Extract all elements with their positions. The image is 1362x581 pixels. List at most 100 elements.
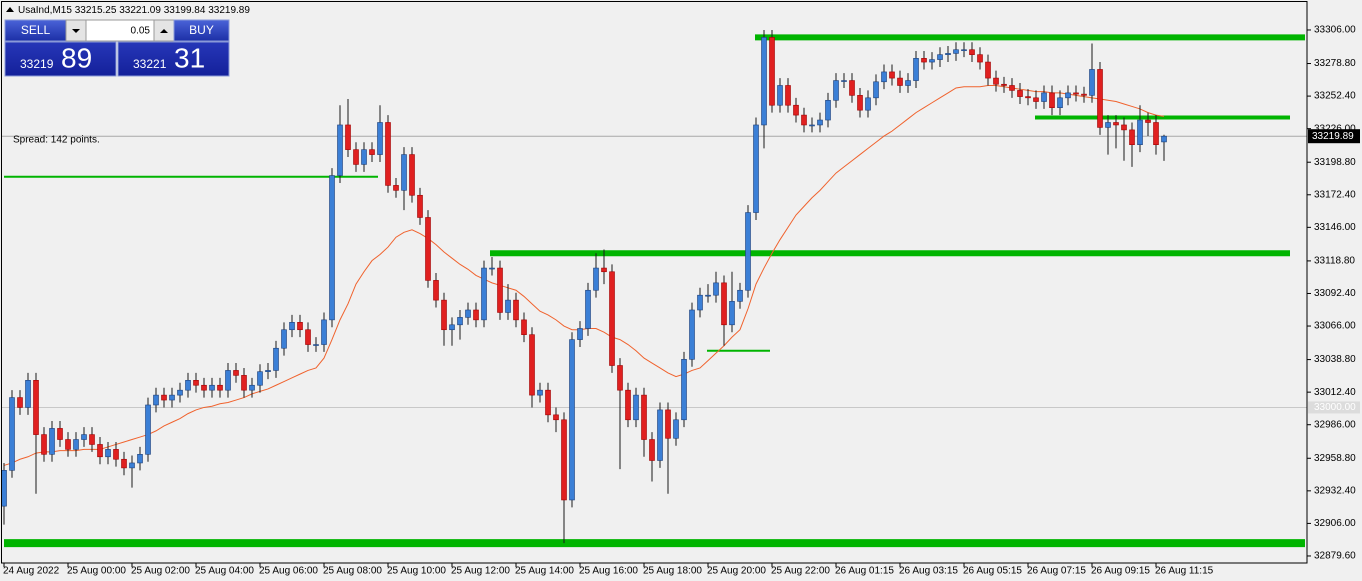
candle-body-down xyxy=(1081,93,1087,96)
candle-body-up xyxy=(1041,92,1047,102)
candle-body-down xyxy=(17,397,23,408)
candle-body-up xyxy=(49,428,55,455)
plot-area xyxy=(1,29,1307,548)
candle-body-up xyxy=(361,149,367,165)
candle-body-up xyxy=(809,124,815,127)
candle-body-down xyxy=(529,334,535,396)
candle-body-up xyxy=(1,470,7,507)
x-tick-label: 25 Aug 16:00 xyxy=(579,566,638,577)
candle-body-up xyxy=(737,289,743,302)
plot-frame xyxy=(1,1,1308,564)
y-tick-label: 32906.00 xyxy=(1314,518,1356,529)
header-open: 33215.25 xyxy=(75,5,117,16)
reference-label: 33000.00 xyxy=(1314,402,1356,413)
candle-body-up xyxy=(905,80,911,86)
candle-body-down xyxy=(393,185,399,191)
bid-main[interactable]: 33219 xyxy=(20,57,54,71)
candle-body-down xyxy=(497,267,503,313)
candle-body-down xyxy=(241,375,247,391)
candle-body-up xyxy=(537,389,543,396)
x-tick-label: 25 Aug 02:00 xyxy=(131,566,190,577)
candle-body-up xyxy=(105,449,111,458)
collapse-icon[interactable] xyxy=(6,7,14,12)
candle-body-up xyxy=(25,380,31,408)
chart-header: UsaInd,M15 33215.25 33221.09 33199.84 33… xyxy=(18,5,250,16)
x-tick-label: 26 Aug 09:15 xyxy=(1091,566,1150,577)
candle-body-up xyxy=(145,404,151,455)
x-tick-label: 26 Aug 01:15 xyxy=(835,566,894,577)
candle-body-up xyxy=(449,324,455,331)
ask-pips[interactable]: 31 xyxy=(174,42,205,73)
candle-body-up xyxy=(1057,97,1063,108)
candle-body-up xyxy=(337,124,343,176)
candle-body-up xyxy=(249,384,255,391)
candle-body-up xyxy=(929,59,935,63)
candle-body-down xyxy=(369,149,375,155)
candle-body-down xyxy=(433,280,439,301)
x-tick-label: 26 Aug 03:15 xyxy=(899,566,958,577)
candle-body-up xyxy=(281,329,287,349)
candle-body-up xyxy=(1161,135,1167,143)
candle-body-up xyxy=(321,319,327,345)
candle-body-down xyxy=(1097,69,1103,128)
candle-body-down xyxy=(1121,124,1127,131)
moving-average-line xyxy=(3,84,1165,466)
candle-body-down xyxy=(513,299,519,321)
candle-body-down xyxy=(609,271,615,366)
candle-body-down xyxy=(545,389,551,416)
candle-body-up xyxy=(153,394,159,406)
buy-label[interactable]: BUY xyxy=(189,23,214,37)
candle-body-down xyxy=(57,428,63,440)
candle-body-up xyxy=(681,359,687,421)
candle-body-down xyxy=(857,95,863,111)
header-low: 33199.84 xyxy=(164,5,206,16)
ask-main[interactable]: 33221 xyxy=(133,57,167,71)
candle-body-down xyxy=(801,114,807,126)
sell-label[interactable]: SELL xyxy=(21,23,51,37)
x-tick-label: 25 Aug 10:00 xyxy=(387,566,446,577)
y-tick-label: 32958.80 xyxy=(1314,453,1356,464)
lot-value[interactable]: 0.05 xyxy=(131,26,151,37)
x-tick-label: 24 Aug 2022 xyxy=(3,566,60,577)
candle-body-up xyxy=(777,85,783,106)
x-tick-label: 25 Aug 14:00 xyxy=(515,566,574,577)
candle-body-down xyxy=(425,217,431,281)
candle-body-down xyxy=(65,439,71,450)
candle-body-down xyxy=(977,54,983,63)
candle-body-down xyxy=(969,49,975,55)
candle-body-down xyxy=(121,458,127,469)
candle-body-up xyxy=(1065,92,1071,99)
candle-body-up xyxy=(129,462,135,469)
y-tick-label: 33092.40 xyxy=(1314,288,1356,299)
candle-body-up xyxy=(329,175,335,321)
spread-annotation: Spread: 142 points. xyxy=(13,135,100,146)
up-arrow xyxy=(160,29,168,33)
candle-body-up xyxy=(265,370,271,372)
candle-body-down xyxy=(113,449,119,460)
candle-body-up xyxy=(505,299,511,313)
ask-box[interactable] xyxy=(117,41,230,77)
candle-body-down xyxy=(193,380,199,386)
candle-body-up xyxy=(913,58,919,81)
x-tick-label: 25 Aug 18:00 xyxy=(643,566,702,577)
x-tick-label: 25 Aug 20:00 xyxy=(707,566,766,577)
candle-body-up xyxy=(865,97,871,111)
candle-body-down xyxy=(1153,122,1159,145)
candle-body-up xyxy=(313,344,319,346)
candle-body-down xyxy=(161,394,167,401)
y-tick-label: 33172.40 xyxy=(1314,189,1356,200)
bid-pips[interactable]: 89 xyxy=(61,42,92,73)
bid-box[interactable] xyxy=(4,41,117,77)
candle-body-up xyxy=(225,370,231,391)
candle-body-up xyxy=(705,294,711,297)
candle-body-up xyxy=(873,81,879,99)
buy-button[interactable] xyxy=(173,19,230,42)
candle-body-down xyxy=(985,61,991,79)
candle-body-up xyxy=(729,301,735,326)
axis-overlay: 33306.00 33278.80 33252.40 33226.00 33198.80… xyxy=(3,25,1360,577)
candle-body-down xyxy=(1049,92,1055,108)
candle-body-up xyxy=(593,267,599,291)
candle-body-down xyxy=(1113,122,1119,126)
reference-label-box xyxy=(1308,401,1360,414)
